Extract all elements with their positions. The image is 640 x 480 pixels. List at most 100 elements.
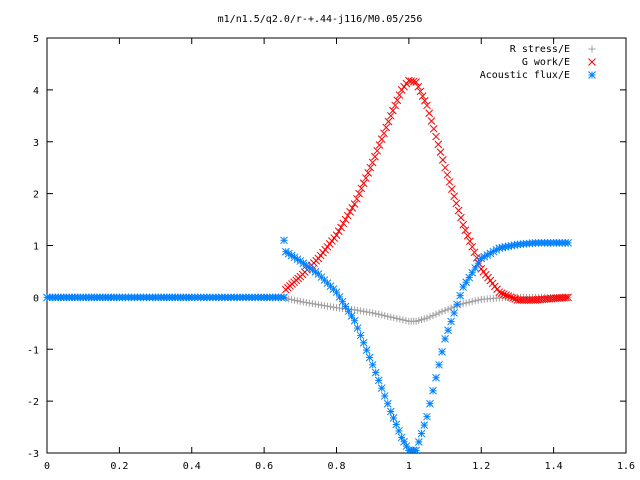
data-point [332, 288, 341, 297]
data-point [447, 317, 455, 326]
data-point [504, 292, 513, 300]
data-point [350, 200, 359, 208]
data-point [443, 170, 452, 179]
data-point [412, 446, 420, 455]
data-point [357, 307, 365, 315]
data-point [495, 244, 504, 252]
data-point [371, 368, 380, 377]
data-point [359, 179, 368, 188]
data-point [454, 206, 463, 215]
data-point [438, 156, 447, 164]
data-point [427, 117, 436, 125]
y-tick-label: -3 [27, 449, 39, 460]
data-point [414, 438, 423, 446]
data-point [359, 338, 368, 347]
data-point [432, 310, 440, 318]
data-point [311, 300, 319, 308]
data-point [468, 268, 477, 277]
data-point [378, 311, 386, 319]
data-point [380, 129, 388, 138]
x-tick-label: 0.4 [183, 461, 201, 472]
legend-label: R stress/E [510, 44, 570, 55]
data-point [444, 305, 452, 313]
legend-label: Acoustic flux/E [480, 70, 570, 81]
data-point [470, 248, 479, 257]
data-point [366, 308, 374, 316]
data-point [441, 306, 449, 314]
data-point [465, 298, 473, 306]
data-point [348, 204, 357, 212]
data-point [386, 111, 395, 120]
data-point [386, 407, 395, 416]
data-point [288, 296, 296, 304]
data-point [416, 87, 425, 96]
data-point [389, 414, 398, 422]
y-tick-label: 0 [33, 293, 39, 304]
data-point [426, 313, 434, 321]
data-point [395, 427, 403, 435]
legend-marker [588, 71, 596, 79]
data-point [480, 252, 489, 261]
data-point [393, 96, 402, 105]
data-point [445, 178, 454, 186]
data-point [426, 399, 434, 408]
data-point [468, 298, 476, 306]
data-point [506, 293, 515, 301]
data-point [463, 231, 472, 240]
data-point [372, 310, 380, 318]
data-point [368, 158, 377, 167]
legend-label: G work/E [522, 57, 570, 68]
x-tick-label: 1 [406, 461, 412, 472]
data-point [305, 299, 313, 307]
data-point [389, 106, 397, 115]
data-point [462, 299, 470, 307]
data-point [466, 237, 474, 246]
data-point [462, 278, 471, 287]
data-point [337, 223, 345, 232]
data-point [381, 312, 389, 320]
data-point [444, 326, 452, 335]
data-point [452, 199, 461, 208]
data-point [346, 207, 354, 216]
data-point [399, 316, 407, 324]
y-tick-label: 4 [33, 86, 39, 97]
data-point [425, 109, 434, 118]
legend-marker [588, 58, 596, 66]
data-point [396, 315, 404, 323]
data-point [564, 293, 572, 302]
data-point [395, 91, 404, 99]
x-tick-label: 0.2 [110, 461, 128, 472]
data-point [441, 163, 449, 172]
data-point [441, 335, 449, 343]
data-point [423, 412, 431, 421]
data-point [474, 259, 483, 268]
data-point [299, 298, 307, 306]
data-point [382, 123, 391, 132]
data-point [474, 296, 482, 304]
data-point [347, 312, 356, 320]
data-point [329, 303, 337, 311]
data-point [459, 300, 467, 308]
data-point [362, 174, 370, 182]
data-point [436, 148, 445, 156]
data-point [450, 192, 458, 201]
data-point [323, 302, 331, 310]
data-point [320, 302, 328, 310]
data-point [407, 77, 416, 85]
data-point [457, 213, 465, 222]
data-point [393, 314, 401, 322]
data-point [391, 101, 399, 110]
data-point [500, 290, 508, 298]
data-point [332, 231, 341, 239]
data-point [432, 132, 440, 141]
data-point [502, 291, 510, 299]
data-point [497, 289, 506, 298]
data-point [377, 384, 386, 393]
x-tick-label: 1.6 [617, 461, 635, 472]
y-tick-label: 5 [33, 34, 39, 45]
data-point [453, 300, 461, 309]
data-point [461, 226, 470, 235]
data-point [564, 239, 572, 247]
data-point [353, 194, 361, 203]
data-point [343, 211, 352, 220]
